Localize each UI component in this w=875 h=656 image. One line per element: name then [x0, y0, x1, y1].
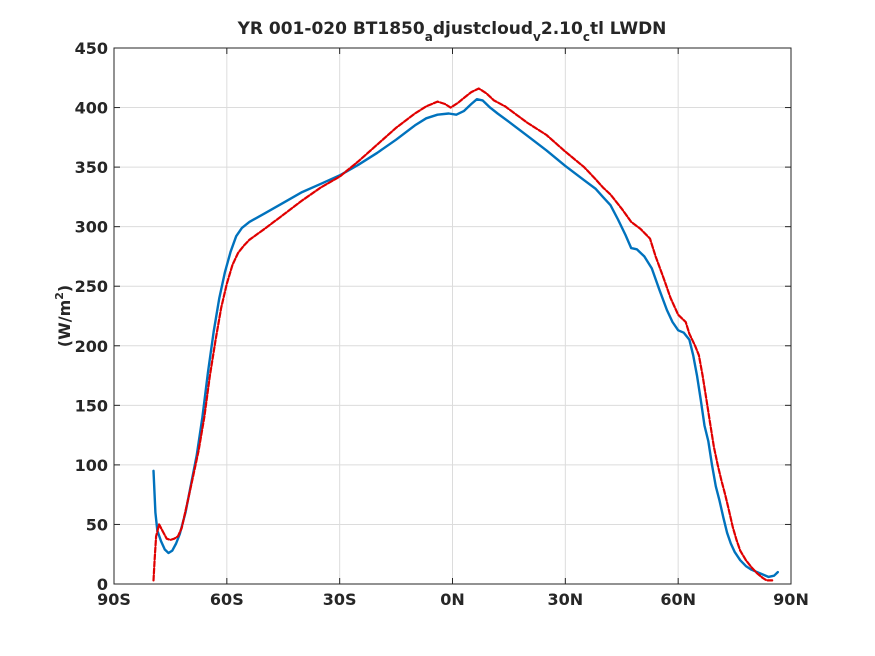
x-tick-label: 30S — [323, 590, 357, 609]
title-subscript: c — [583, 30, 590, 44]
y-tick-label: 100 — [75, 456, 108, 475]
title-subscript: v — [533, 30, 541, 44]
y-tick-label: 400 — [75, 99, 108, 118]
y-axis-label-superscript: 2 — [53, 292, 66, 300]
x-tick-label: 60S — [210, 590, 244, 609]
title-text: djustcloud — [433, 19, 533, 39]
series-line-1 — [152, 98, 779, 579]
y-tick-label: 450 — [75, 39, 108, 58]
title-text: YR 001-020 BT1850 — [237, 19, 425, 39]
x-axis: 90S 60S 30S 0N 30N 60N 90N — [97, 48, 809, 609]
y-axis-label: (W/m2) — [53, 285, 74, 347]
title-subscript: a — [425, 30, 433, 44]
y-tick-label: 350 — [75, 158, 108, 177]
x-tick-label: 0N — [440, 590, 465, 609]
y-axis: 0 50 100 150 200 250 300 350 400 450 — [75, 39, 791, 594]
title-text: tl LWDN — [590, 19, 666, 39]
x-tick-label: 90N — [773, 590, 809, 609]
y-tick-label: 150 — [75, 396, 108, 415]
y-tick-label: 0 — [97, 575, 108, 594]
series-line-2 — [152, 87, 774, 582]
y-tick-label: 50 — [86, 515, 108, 534]
chart-title: YR 001-020 BT1850adjustcloudv2.10ctl LWD… — [237, 19, 667, 44]
plot-area: 90S 60S 30S 0N 30N 60N 90N 0 50 100 150 200 250 300 3… — [75, 39, 809, 609]
y-tick-label: 250 — [75, 277, 108, 296]
x-tick-label: 30N — [548, 590, 584, 609]
y-axis-label-text: (W/m — [55, 300, 74, 347]
y-tick-label: 300 — [75, 218, 108, 237]
y-tick-label: 200 — [75, 337, 108, 356]
y-axis-label-text: ) — [55, 285, 74, 292]
x-tick-label: 90S — [97, 590, 131, 609]
series-layer — [152, 87, 779, 582]
x-tick-label: 60N — [660, 590, 696, 609]
title-text: 2.10 — [541, 19, 583, 39]
